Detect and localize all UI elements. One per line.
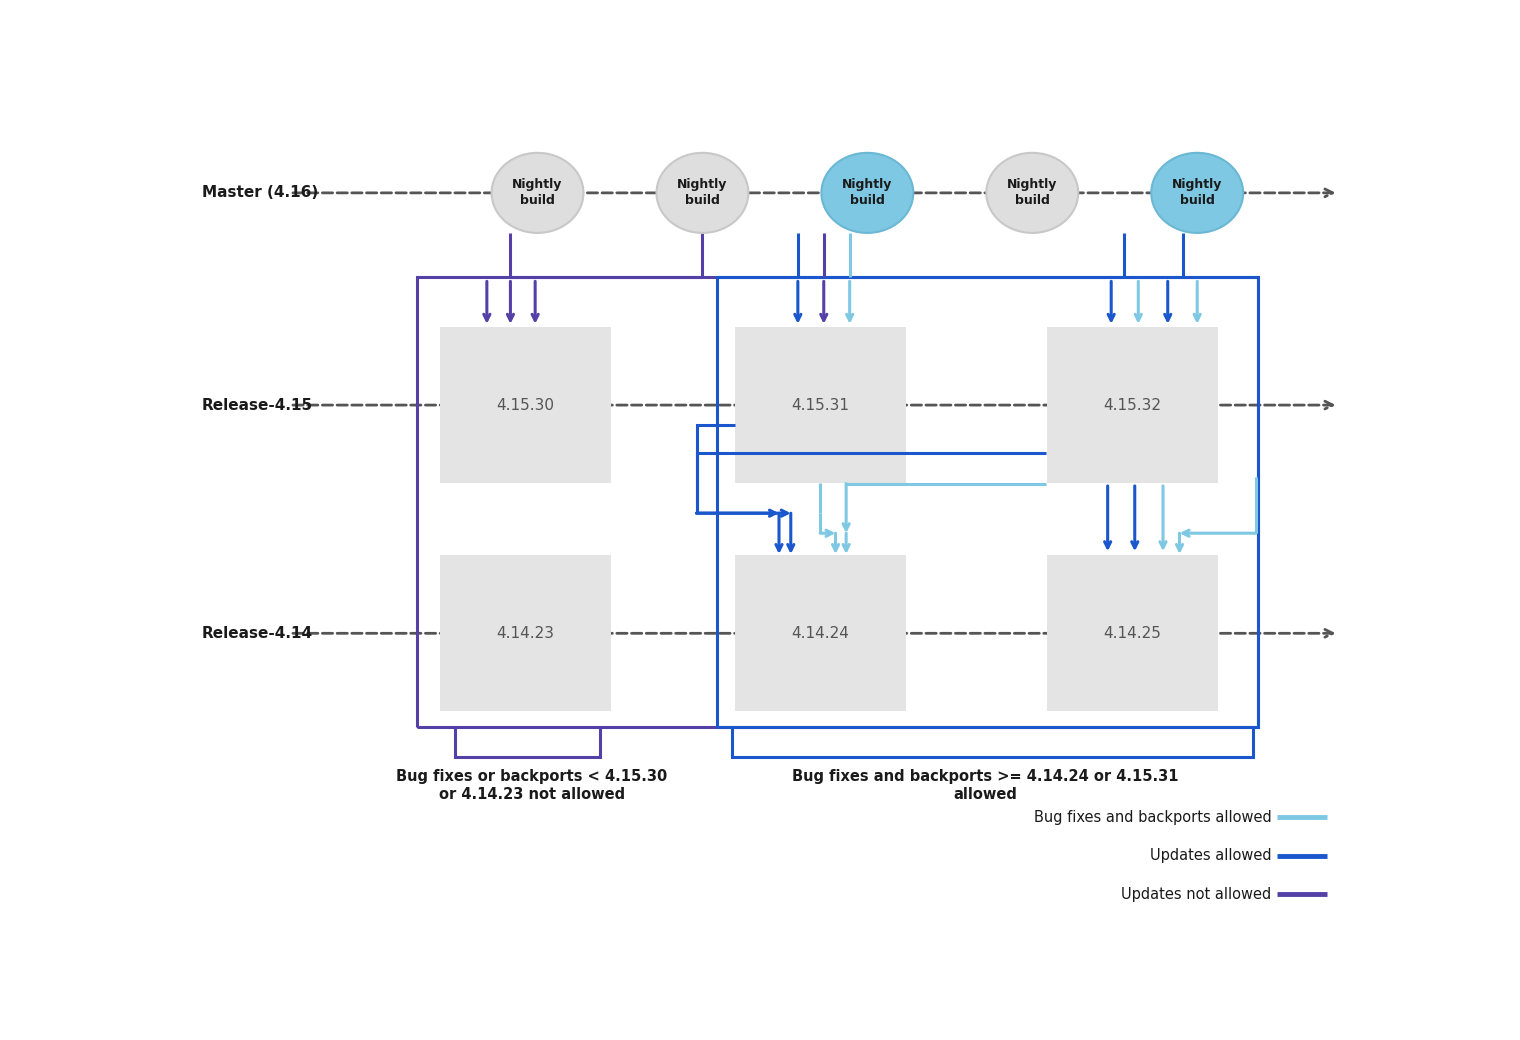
Text: Nightly
build: Nightly build <box>842 179 892 207</box>
Text: Updates allowed: Updates allowed <box>1149 849 1271 863</box>
Ellipse shape <box>657 153 748 233</box>
Text: Master (4.16): Master (4.16) <box>202 185 318 201</box>
FancyBboxPatch shape <box>441 555 611 711</box>
Text: Bug fixes and backports allowed: Bug fixes and backports allowed <box>1034 810 1271 825</box>
FancyBboxPatch shape <box>734 327 906 484</box>
Ellipse shape <box>821 153 914 233</box>
FancyBboxPatch shape <box>1047 555 1218 711</box>
Text: 4.15.32: 4.15.32 <box>1104 397 1161 413</box>
Text: Release-4.15: Release-4.15 <box>202 397 313 413</box>
FancyBboxPatch shape <box>1047 327 1218 484</box>
Text: 4.15.30: 4.15.30 <box>497 397 555 413</box>
Text: 4.14.25: 4.14.25 <box>1104 626 1161 641</box>
Text: Nightly
build: Nightly build <box>1008 179 1058 207</box>
Text: 4.15.31: 4.15.31 <box>792 397 850 413</box>
Text: Release-4.14: Release-4.14 <box>202 626 313 641</box>
Text: Bug fixes or backports < 4.15.30
or 4.14.23 not allowed: Bug fixes or backports < 4.15.30 or 4.14… <box>397 770 667 802</box>
Text: Nightly
build: Nightly build <box>678 179 728 207</box>
Text: Updates not allowed: Updates not allowed <box>1122 887 1271 902</box>
Ellipse shape <box>986 153 1078 233</box>
Ellipse shape <box>1151 153 1243 233</box>
Text: Nightly
build: Nightly build <box>1172 179 1222 207</box>
Text: 4.14.24: 4.14.24 <box>792 626 850 641</box>
Text: Bug fixes and backports >= 4.14.24 or 4.15.31
allowed: Bug fixes and backports >= 4.14.24 or 4.… <box>792 770 1178 802</box>
Text: 4.14.23: 4.14.23 <box>497 626 555 641</box>
FancyBboxPatch shape <box>441 327 611 484</box>
Text: Nightly
build: Nightly build <box>512 179 562 207</box>
FancyBboxPatch shape <box>734 555 906 711</box>
Ellipse shape <box>491 153 584 233</box>
